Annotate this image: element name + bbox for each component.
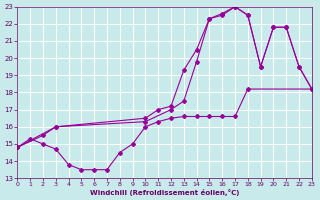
X-axis label: Windchill (Refroidissement éolien,°C): Windchill (Refroidissement éolien,°C)	[90, 189, 239, 196]
